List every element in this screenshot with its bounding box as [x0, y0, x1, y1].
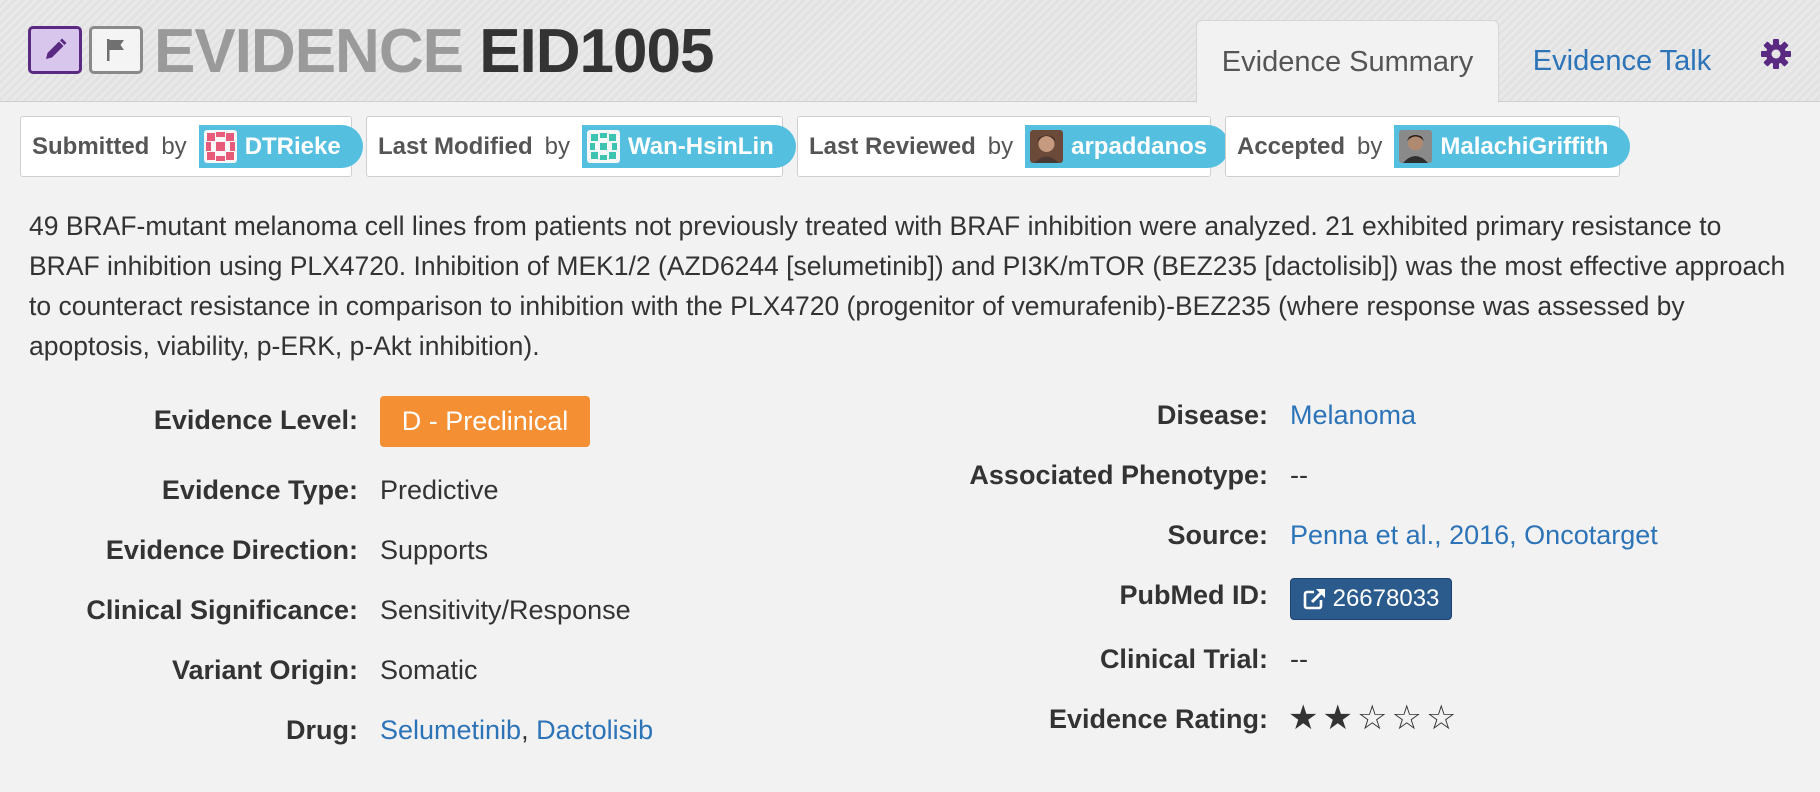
evidence-id: EID1005	[479, 17, 714, 86]
evidence-rating-label: Evidence Rating:	[1048, 704, 1268, 734]
pencil-icon	[46, 38, 67, 59]
drug-link-dactolisib[interactable]: Dactolisib	[536, 715, 654, 745]
avatar	[587, 130, 621, 163]
clinical-trial-label: Clinical Trial:	[1099, 644, 1268, 674]
avatar	[1030, 130, 1064, 163]
evidence-rating-stars: ★★☆☆☆	[1288, 698, 1460, 738]
user-badge-arpaddanos[interactable]: arpaddanos	[1025, 125, 1230, 168]
pubmed-id-label: PubMed ID:	[1119, 580, 1269, 610]
user-name: arpaddanos	[1071, 132, 1208, 160]
associated-phenotype-value: --	[1290, 460, 1308, 490]
evidence-direction-value: Supports	[380, 535, 489, 565]
attribution-role: Accepted	[1237, 132, 1346, 160]
source-label: Source:	[1167, 520, 1268, 550]
pubmed-id-value: 26678033	[1332, 585, 1440, 612]
star-empty-icon: ☆	[1356, 699, 1392, 737]
external-link-icon	[1303, 588, 1326, 610]
drug-label: Drug:	[286, 715, 358, 745]
page-header: EVIDENCE EID1005 Evidence Summary Eviden…	[0, 0, 1820, 103]
pubmed-link-button[interactable]: 26678033	[1290, 578, 1452, 620]
tab-evidence-talk[interactable]: Evidence Talk	[1532, 45, 1712, 77]
clinical-significance-value: Sensitivity/Response	[380, 595, 631, 625]
evidence-level-label: Evidence Level:	[153, 405, 358, 435]
attribution-accepted: Accepted by MalachiGriffith	[1225, 116, 1631, 177]
flag-icon	[107, 39, 124, 61]
star-empty-icon: ☆	[1391, 699, 1426, 737]
variant-origin-value: Somatic	[380, 655, 478, 685]
disease-label: Disease:	[1156, 400, 1268, 430]
title-keyword: EVIDENCE	[154, 17, 464, 86]
user-name: MalachiGriffith	[1440, 132, 1609, 160]
user-name: DTRieke	[244, 132, 341, 160]
attribution-by: by	[987, 132, 1014, 160]
attribution-submitted: Submitted by DTRieke	[20, 116, 363, 177]
evidence-level-badge: D - Preclinical	[380, 396, 590, 447]
attribution-by: by	[161, 132, 187, 160]
avatar	[1399, 130, 1433, 163]
user-badge-malachigriffith[interactable]: MalachiGriffith	[1394, 125, 1631, 168]
attribution-last-modified: Last Modified by Wan-HsinLin	[366, 116, 796, 177]
drug-link-selumetinib[interactable]: Selumetinib	[380, 715, 522, 745]
attribution-role: Last Modified	[378, 132, 533, 160]
source-link[interactable]: Penna et al., 2016, Oncotarget	[1290, 520, 1658, 550]
evidence-type-label: Evidence Type:	[161, 475, 358, 505]
user-badge-wan-hsinlin[interactable]: Wan-HsinLin	[582, 125, 796, 168]
drug-values: Selumetinib, Dactolisib	[380, 715, 653, 746]
disease-link[interactable]: Melanoma	[1290, 400, 1417, 430]
attribution-role: Submitted	[32, 132, 150, 160]
avatar	[203, 130, 237, 163]
attribution-last-reviewed: Last Reviewed by arpaddanos	[797, 116, 1230, 177]
star-filled-icon: ★	[1322, 699, 1357, 737]
evidence-description: 49 BRAF-mutant melanoma cell lines from …	[29, 211, 1786, 361]
drug-separator: ,	[521, 715, 537, 745]
evidence-direction-label: Evidence Direction:	[105, 535, 358, 565]
evidence-type-value: Predictive	[380, 475, 499, 505]
edit-button[interactable]	[28, 26, 82, 74]
flag-button[interactable]	[89, 26, 143, 74]
clinical-significance-label: Clinical Significance:	[86, 595, 358, 625]
attribution-by: by	[1357, 132, 1383, 160]
variant-origin-label: Variant Origin:	[171, 655, 358, 685]
attribution-by: by	[544, 132, 571, 160]
clinical-trial-value: --	[1290, 644, 1308, 674]
attribution-role: Last Reviewed	[809, 132, 976, 160]
user-name: Wan-HsinLin	[628, 132, 774, 160]
user-badge-dtrieke[interactable]: DTRieke	[198, 125, 363, 168]
star-filled-icon: ★	[1288, 699, 1323, 737]
tab-evidence-summary[interactable]: Evidence Summary	[1196, 20, 1499, 103]
page-title: EVIDENCE EID1005	[154, 16, 714, 88]
gear-icon[interactable]	[1760, 38, 1792, 70]
star-empty-icon: ☆	[1425, 699, 1461, 737]
associated-phenotype-label: Associated Phenotype:	[969, 460, 1268, 490]
